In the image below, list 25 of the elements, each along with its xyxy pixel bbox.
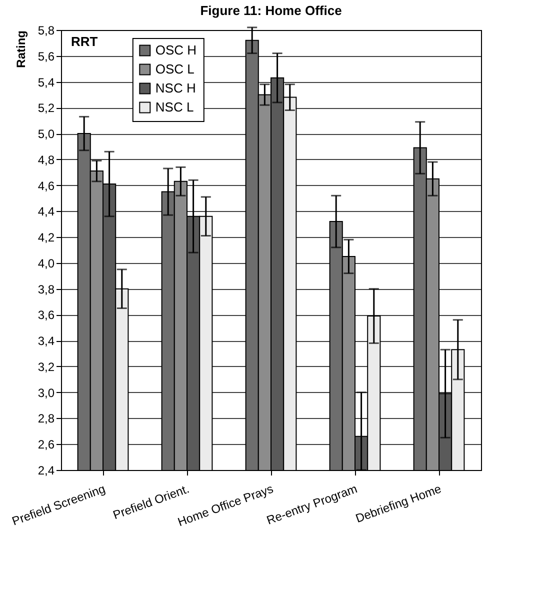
- y-tick-label: 3,8: [38, 282, 55, 296]
- y-tick-label: 4,0: [38, 256, 55, 270]
- y-tick-label: 3,2: [38, 360, 55, 374]
- y-tick-label: 5,8: [38, 24, 55, 38]
- y-tick-label: 3,0: [38, 386, 55, 400]
- y-tick-label: 5,2: [38, 101, 55, 116]
- y-tick-label: 4,4: [38, 204, 55, 219]
- y-axis-title: Rating: [14, 30, 28, 68]
- legend-label: NSC H: [155, 80, 196, 96]
- y-tick-label: 2,6: [38, 438, 55, 452]
- y-tick-label: 4,6: [38, 178, 55, 193]
- legend-label: OSC L: [155, 62, 194, 76]
- y-tick-label: 5,6: [38, 49, 55, 64]
- y-tick-label: 4,8: [38, 152, 55, 167]
- y-tick-label: 3,4: [38, 334, 55, 348]
- legend-label: NSC L: [155, 100, 194, 114]
- annotation: RRT: [71, 34, 98, 49]
- y-tick-label: 2,4: [38, 464, 55, 478]
- y-tick-label: 4,2: [38, 230, 55, 245]
- legend-label: OSC H: [155, 42, 197, 58]
- y-tick-label: 2,8: [38, 412, 55, 426]
- y-tick-label: 5,0: [38, 127, 55, 142]
- y-tick-label: 5,4: [38, 75, 55, 90]
- y-tick-label: 3,6: [38, 308, 55, 322]
- chart-title: Figure 11: Home Office: [200, 3, 342, 18]
